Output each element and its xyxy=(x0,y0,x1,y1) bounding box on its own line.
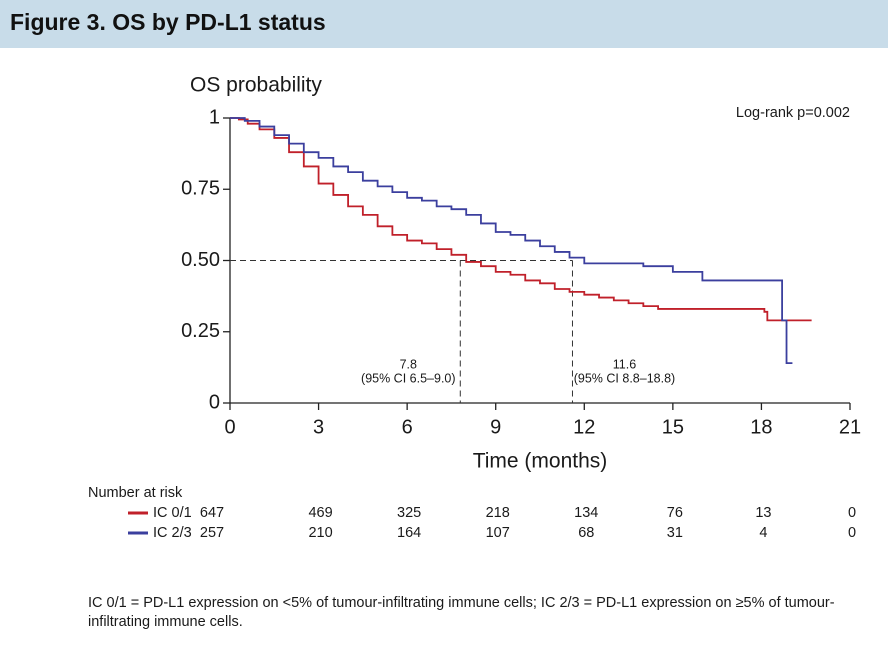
median-ci: (95% CI 8.8–18.8) xyxy=(574,371,675,385)
x-tick-label: 21 xyxy=(839,416,861,438)
y-axis-title: OS probability xyxy=(190,74,322,97)
x-axis-title: Time (months) xyxy=(473,450,608,473)
annotation: Log-rank p=0.002 xyxy=(736,105,850,121)
risk-count: 210 xyxy=(308,525,332,541)
legend-label: IC 2/3 xyxy=(153,525,192,541)
header: Figure 3. OS by PD-L1 status xyxy=(0,0,888,48)
risk-count: 469 xyxy=(308,505,332,521)
risk-count: 4 xyxy=(759,525,767,541)
median-label: 11.6 xyxy=(613,357,636,371)
legend-label: IC 0/1 xyxy=(153,505,192,521)
chart: 0 0.25 0.50 0.75 1 0 3 6 9 12 15 18 21 OS probability… xyxy=(88,74,861,541)
risk-count: 0 xyxy=(848,505,856,521)
risk-count: 31 xyxy=(667,525,683,541)
footnote: IC 0/1 = PD-L1 expression on <5% of tumo… xyxy=(88,595,835,630)
risk-title: Number at risk xyxy=(88,485,183,501)
x-tick-label: 12 xyxy=(573,416,595,438)
y-tick-label: 0.75 xyxy=(181,178,220,200)
survival-curve xyxy=(230,117,812,322)
risk-count: 257 xyxy=(200,525,224,541)
risk-count: 107 xyxy=(486,525,510,541)
survival-curve xyxy=(230,117,793,364)
x-tick-label: 6 xyxy=(402,416,413,438)
x-tick-label: 15 xyxy=(662,416,684,438)
risk-count: 76 xyxy=(667,505,683,521)
risk-count: 68 xyxy=(578,525,594,541)
risk-count: 325 xyxy=(397,505,421,521)
y-tick-label: 1 xyxy=(209,106,220,128)
x-tick-label: 18 xyxy=(750,416,772,438)
risk-count: 647 xyxy=(200,505,224,521)
median-ci: (95% CI 6.5–9.0) xyxy=(361,371,456,385)
y-tick-label: 0.25 xyxy=(181,320,220,342)
risk-count: 164 xyxy=(397,525,421,541)
median-label: 7.8 xyxy=(400,357,417,371)
risk-count: 134 xyxy=(574,505,598,521)
risk-count: 218 xyxy=(486,505,510,521)
y-tick-label: 0 xyxy=(209,391,220,413)
x-tick-label: 9 xyxy=(490,416,501,438)
figure-title: Figure 3. OS by PD-L1 status xyxy=(10,9,326,35)
x-tick-label: 3 xyxy=(313,416,324,438)
risk-count: 13 xyxy=(755,505,771,521)
x-tick-label: 0 xyxy=(224,416,235,438)
risk-count: 0 xyxy=(848,525,856,541)
y-tick-label: 0.50 xyxy=(181,249,220,271)
